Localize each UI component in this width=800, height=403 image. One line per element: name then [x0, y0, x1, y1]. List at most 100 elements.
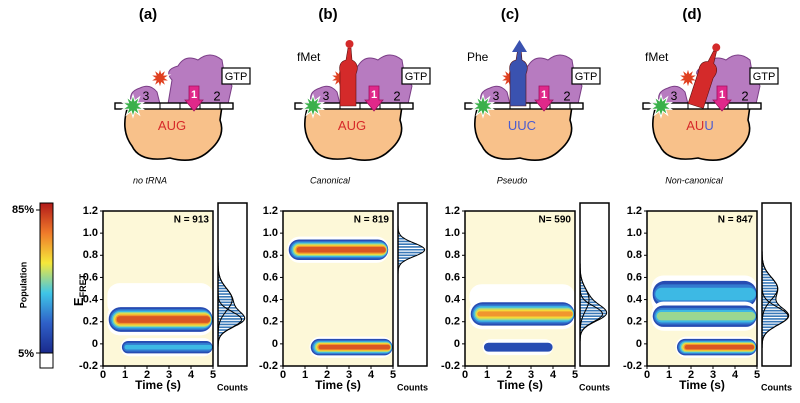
y-tick-label: 0.6 — [445, 271, 460, 283]
site-label: 2 — [563, 88, 570, 103]
x-tick-label: 1 — [666, 369, 672, 381]
panel-label: (d) — [682, 6, 701, 23]
trna — [509, 40, 528, 107]
schematic: GTP 1 2 3 AUG — [114, 54, 251, 162]
density-level — [656, 311, 756, 321]
x-tick-label: 0 — [462, 369, 468, 381]
trna-body — [687, 50, 718, 109]
x-tick-label: 1 — [484, 369, 490, 381]
codon: AUG — [338, 118, 366, 133]
codon: AUU — [686, 118, 713, 133]
x-tick-label: 0 — [100, 369, 106, 381]
y-tick-label: 0.4 — [627, 293, 643, 305]
x-tick-label: 0 — [280, 369, 286, 381]
site-label: 3 — [671, 89, 678, 103]
x-tick-label: 4 — [188, 369, 195, 381]
dye-star — [648, 93, 674, 119]
x-tick-label: 5 — [572, 369, 578, 381]
codon-part: AU — [686, 118, 704, 133]
colorbar-floor — [39, 352, 54, 369]
y-tick-label: 0.6 — [263, 271, 278, 283]
gtp-label: GTP — [225, 71, 248, 83]
colorbar — [39, 202, 54, 354]
n-label: N= 590 — [538, 215, 571, 226]
y-tick-label: -0.2 — [79, 360, 98, 372]
y-tick-label: 0.8 — [445, 249, 460, 261]
x-tick-label: 1 — [122, 369, 128, 381]
hist-frame — [217, 202, 248, 367]
y-tick-label: 0.8 — [83, 249, 98, 261]
y-tick-label: 0 — [636, 338, 642, 350]
gtp-label: GTP — [575, 71, 598, 83]
x-tick-label: 3 — [346, 369, 352, 381]
site-label: 2 — [741, 88, 748, 103]
y-tick-label: 0.4 — [263, 293, 279, 305]
y-tick-label: 1.0 — [263, 227, 278, 239]
y-axis-label: EFRET — [71, 273, 88, 306]
codon: AUG — [158, 118, 186, 133]
schematic: GTP 1 2 3 fMet AUG — [294, 40, 431, 162]
trna — [339, 40, 358, 107]
x-tick-label: 0 — [644, 369, 650, 381]
panel-label: (b) — [318, 6, 337, 23]
codon-part: UUC — [508, 118, 536, 133]
heatmap — [469, 284, 575, 356]
site-label: 2 — [393, 88, 400, 103]
x-axis-label: Time (s) — [497, 378, 543, 392]
y-tick-label: 1.2 — [627, 205, 642, 217]
density-level — [296, 246, 386, 253]
gtp-label: GTP — [405, 71, 428, 83]
x-tick-label: 2 — [324, 369, 330, 381]
site-label: 1 — [371, 89, 377, 101]
y-tick-label: 1.2 — [83, 205, 98, 217]
site-label: 2 — [213, 88, 220, 103]
x-tick-label: 2 — [506, 369, 512, 381]
y-tick-label: -0.2 — [259, 360, 278, 372]
colorbar-title: Population — [18, 262, 28, 309]
x-tick-label: 5 — [754, 369, 760, 381]
fit-curve — [397, 211, 426, 366]
y-tick-label: 0.8 — [627, 249, 642, 261]
dye-star — [148, 66, 172, 90]
y-tick-label: 0 — [92, 338, 98, 350]
y-tick-label: 0.2 — [445, 316, 460, 328]
schematic: GTP 1 2 3 fMet AUU — [642, 43, 779, 162]
hist-label: Counts — [397, 382, 428, 392]
x-tick-label: 3 — [528, 369, 534, 381]
y-tick-label: 0.2 — [263, 316, 278, 328]
hist-label: Counts — [217, 382, 248, 392]
heatmap — [651, 275, 757, 358]
x-tick-label: 2 — [144, 369, 150, 381]
y-tick-label: 0.8 — [263, 249, 278, 261]
density-level — [684, 344, 755, 350]
plot-frame — [102, 210, 214, 367]
hist-frame — [579, 202, 610, 367]
panel-label: (a) — [139, 6, 157, 23]
y-label-main: E — [71, 297, 86, 306]
dye-star — [120, 93, 146, 119]
y-tick-label: 1.2 — [445, 205, 460, 217]
y-tick-label: -0.2 — [623, 360, 642, 372]
heatmap — [287, 236, 393, 358]
plot-frame — [646, 210, 758, 367]
y-tick-label: 0 — [272, 338, 278, 350]
trna-label: fMet — [645, 50, 669, 64]
dye-star — [300, 93, 326, 119]
n-label: N = 847 — [718, 215, 754, 226]
colorbar-min: 5% — [18, 348, 34, 360]
hist-frame — [761, 202, 792, 367]
y-tick-label: 1.0 — [83, 227, 98, 239]
trna-ball — [345, 40, 354, 48]
site-label: 1 — [541, 89, 547, 101]
x-tick-label: 4 — [550, 369, 557, 381]
codon-part: U — [704, 118, 713, 133]
plot-frame — [464, 210, 576, 367]
dye-star — [470, 93, 496, 119]
trna — [687, 43, 721, 109]
y-tick-label: 1.0 — [627, 227, 642, 239]
density-level — [477, 311, 573, 317]
colorbar-max: 85% — [12, 204, 34, 216]
y-tick-label: 0.4 — [83, 293, 99, 305]
x-tick-label: 4 — [368, 369, 375, 381]
